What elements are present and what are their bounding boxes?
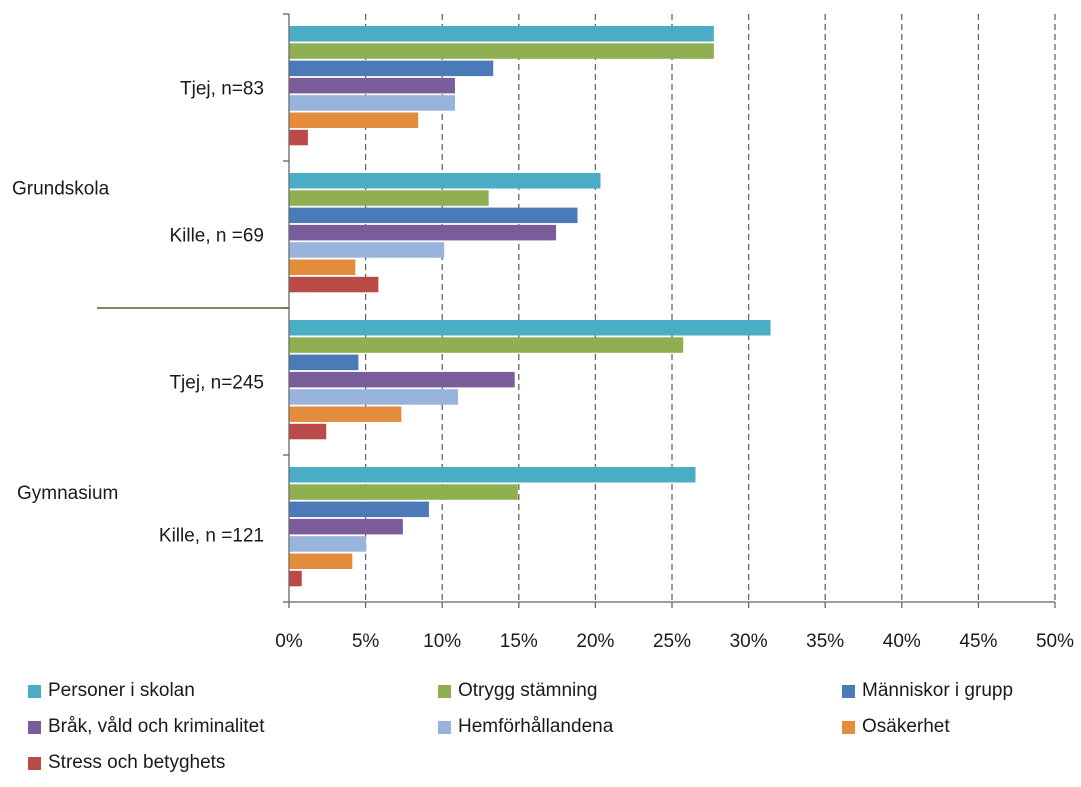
chart-legend: Personer i skolan Otrygg stämning Människo…	[28, 680, 1068, 780]
bar	[289, 77, 455, 94]
legend-swatch	[28, 720, 41, 734]
bar	[289, 570, 302, 587]
x-tick-label: 25%	[653, 631, 691, 652]
bar	[289, 484, 518, 500]
bar	[289, 389, 459, 405]
bar	[289, 371, 515, 388]
bar	[289, 536, 367, 552]
bar	[289, 423, 327, 440]
x-tick-label: 0%	[275, 631, 303, 652]
legend-label: Personer i skolan	[48, 680, 195, 701]
x-tick-label: 45%	[959, 631, 997, 652]
bar	[289, 207, 578, 224]
bar	[289, 95, 455, 111]
legend-swatch	[28, 756, 41, 770]
legend-item: Otrygg stämning	[438, 680, 597, 702]
legend-label: Bråk, våld och kriminalitet	[48, 716, 265, 737]
bar	[289, 467, 696, 483]
x-tick-label: 20%	[576, 631, 614, 652]
legend-label: Hemförhållandena	[458, 716, 614, 737]
legend-label: Stress och betyghets	[48, 752, 226, 773]
bar	[289, 60, 494, 77]
legend-label: Osäkerhet	[862, 716, 950, 737]
category-label: Tjej, n=245	[169, 373, 264, 394]
category-label: Kille, n =121	[159, 526, 264, 547]
x-tick-label: 15%	[500, 631, 538, 652]
group-label: Gymnasium	[17, 483, 118, 504]
legend-item: Hemförhållandena	[438, 716, 613, 738]
legend-item: Personer i skolan	[28, 680, 195, 702]
x-tick-label: 5%	[352, 631, 380, 652]
legend-label: Människor i grupp	[862, 680, 1014, 701]
bar	[289, 112, 419, 128]
bar	[289, 129, 308, 146]
legend-swatch	[842, 720, 855, 734]
legend-swatch	[28, 684, 41, 698]
bar	[289, 26, 714, 42]
x-tick-label: 30%	[730, 631, 768, 652]
bar	[289, 320, 771, 336]
legend-item: Människor i grupp	[842, 680, 1013, 702]
bar-chart: 0% 5% 10% 15% 20% 25% 30% 35% 40% 45% 50% Tjej, n=8…	[12, 13, 1074, 652]
bar	[289, 553, 353, 569]
category-label: Tjej, n=83	[180, 79, 264, 100]
legend-item: Osäkerhet	[842, 716, 950, 738]
legend-swatch	[842, 684, 855, 698]
bar	[289, 354, 359, 371]
legend-label: Otrygg stämning	[458, 680, 598, 701]
bar	[289, 224, 557, 241]
x-tick-label: 40%	[883, 631, 921, 652]
legend-swatch	[438, 720, 451, 734]
x-tick-label: 50%	[1036, 631, 1074, 652]
bar	[289, 337, 684, 353]
x-tick-label: 10%	[423, 631, 461, 652]
legend-swatch	[438, 684, 451, 698]
bar	[289, 259, 356, 275]
bar	[289, 406, 402, 422]
bar	[289, 190, 489, 206]
x-tick-label: 35%	[806, 631, 844, 652]
bar	[289, 501, 429, 518]
bar	[289, 173, 601, 189]
bar	[289, 276, 379, 293]
bar	[289, 518, 403, 535]
group-label: Grundskola	[12, 178, 110, 199]
legend-item: Stress och betyghets	[28, 752, 225, 774]
bar	[289, 43, 714, 59]
bar	[289, 242, 445, 258]
legend-item: Bråk, våld och kriminalitet	[28, 716, 264, 738]
category-label: Kille, n =69	[169, 226, 264, 247]
